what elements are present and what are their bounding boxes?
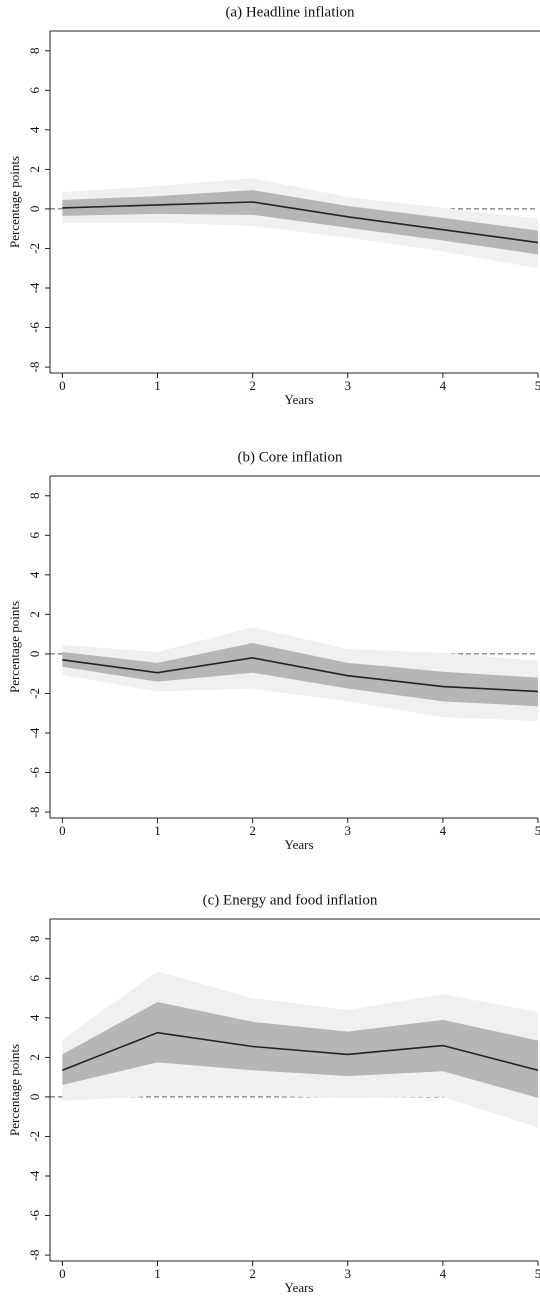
- x-tick-label: 3: [344, 823, 351, 838]
- y-axis-label: Percentage points: [7, 1044, 22, 1136]
- y-tick-label: 6: [27, 975, 42, 982]
- x-axis-label: Years: [284, 837, 313, 852]
- x-tick-label: 5: [535, 1266, 540, 1281]
- y-tick-label: -8: [27, 1250, 42, 1261]
- x-tick-label: 5: [535, 378, 540, 393]
- chart-title: (a) Headline inflation: [225, 4, 355, 20]
- y-tick-label: 2: [27, 1054, 42, 1061]
- y-tick-label: -2: [27, 243, 42, 254]
- estimate-line: [62, 201, 539, 244]
- y-tick-label: -2: [27, 1131, 42, 1142]
- x-tick-label: 2: [249, 823, 256, 838]
- y-tick-label: 8: [27, 493, 42, 500]
- y-tick-label: 4: [27, 571, 42, 578]
- chart-title: (b) Core inflation: [238, 449, 343, 465]
- x-tick-label: 2: [249, 378, 256, 393]
- x-tick-label: 1: [154, 378, 161, 393]
- y-tick-label: 0: [27, 206, 42, 213]
- chart-title: (c) Energy and food inflation: [203, 892, 378, 908]
- y-tick-label: 8: [27, 936, 42, 943]
- y-tick-label: -4: [27, 1170, 42, 1181]
- y-tick-label: 4: [27, 1014, 42, 1021]
- y-tick-label: -6: [27, 1210, 42, 1221]
- estimate-line: [62, 1031, 539, 1072]
- y-tick-label: -4: [27, 727, 42, 738]
- y-tick-label: -8: [27, 362, 42, 373]
- x-tick-label: 1: [154, 1266, 161, 1281]
- x-tick-label: 4: [440, 1266, 447, 1281]
- x-tick-label: 2: [249, 1266, 256, 1281]
- x-tick-label: 0: [59, 823, 66, 838]
- panel: (a) Headline inflation -8 -6 -4 -2 0 2 4 6 8 0 1 2 3 4…: [7, 4, 540, 407]
- panel: (b) Core inflation -8 -6 -4 -2 0 2 4 6 8 0 1 2 3 4 5 Yea…: [7, 449, 540, 852]
- x-tick-label: 4: [440, 378, 447, 393]
- y-tick-label: 4: [27, 126, 42, 133]
- y-tick-label: -6: [27, 767, 42, 778]
- x-axis-label: Years: [284, 1280, 313, 1295]
- x-tick-label: 1: [154, 823, 161, 838]
- y-tick-label: 6: [27, 532, 42, 539]
- panel: (c) Energy and food inflation -8 -6 -4 -2 0 2 4…: [7, 892, 540, 1295]
- y-tick-label: -4: [27, 282, 42, 293]
- y-tick-label: 0: [27, 651, 42, 658]
- x-tick-label: 3: [344, 1266, 351, 1281]
- y-tick-label: 8: [27, 48, 42, 55]
- y-tick-label: 2: [27, 611, 42, 618]
- y-tick-label: -8: [27, 807, 42, 818]
- x-tick-label: 4: [440, 823, 447, 838]
- x-tick-label: 5: [535, 823, 540, 838]
- confidence-band: [62, 190, 539, 255]
- confidence-band: [62, 643, 539, 707]
- estimate-line: [62, 657, 539, 693]
- y-tick-label: 0: [27, 1094, 42, 1101]
- y-axis-label: Percentage points: [7, 156, 22, 248]
- y-tick-label: -2: [27, 688, 42, 699]
- x-tick-label: 0: [59, 1266, 66, 1281]
- x-tick-label: 3: [344, 378, 351, 393]
- y-axis-label: Percentage points: [7, 601, 22, 693]
- y-tick-label: -6: [27, 322, 42, 333]
- x-tick-label: 0: [59, 378, 66, 393]
- y-tick-label: 2: [27, 166, 42, 173]
- x-axis-label: Years: [284, 392, 313, 407]
- y-tick-label: 6: [27, 87, 42, 94]
